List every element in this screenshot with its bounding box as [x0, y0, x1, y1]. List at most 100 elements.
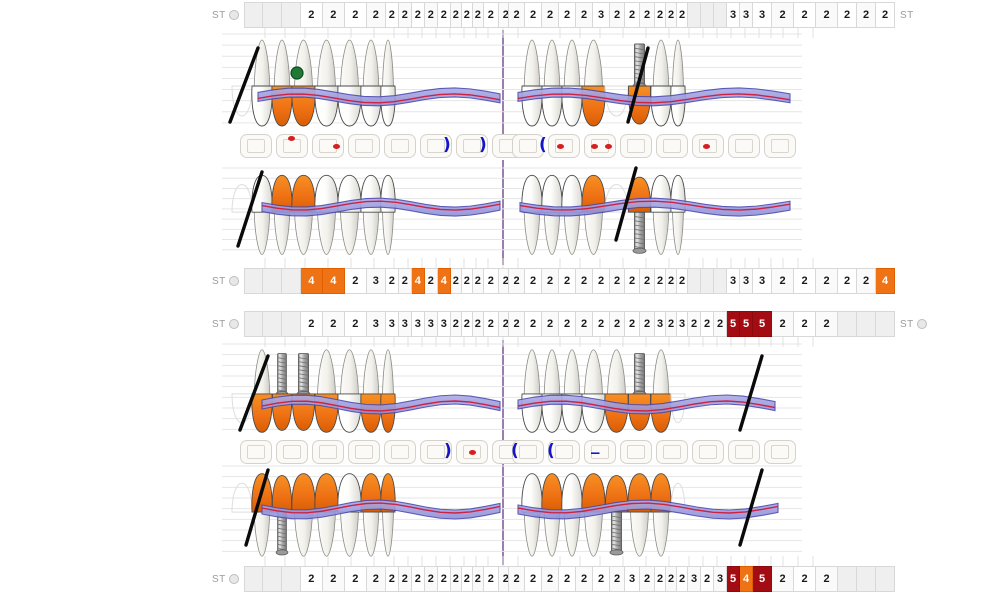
perio-cell[interactable]: 3 — [740, 2, 753, 28]
perio-cell[interactable] — [262, 2, 282, 28]
perio-cell[interactable]: 2 — [593, 268, 610, 294]
perio-cell[interactable]: 4 — [876, 268, 895, 294]
perio-cell[interactable]: 2 — [666, 2, 677, 28]
perio-cell[interactable]: 2 — [677, 268, 688, 294]
perio-cell[interactable]: 2 — [772, 268, 794, 294]
occlusal-tooth[interactable] — [656, 440, 688, 464]
occlusal-tooth[interactable] — [620, 134, 652, 158]
perio-cell[interactable] — [688, 268, 701, 294]
perio-cell[interactable]: 2 — [300, 2, 323, 28]
perio-cell[interactable]: 2 — [437, 2, 451, 28]
perio-cell[interactable]: 2 — [701, 311, 714, 337]
perio-cell[interactable]: 5 — [727, 311, 740, 337]
perio-cell[interactable]: 2 — [483, 268, 499, 294]
perio-cell[interactable]: 2 — [876, 2, 895, 28]
perio-cell[interactable]: 2 — [625, 311, 640, 337]
perio-cell[interactable]: 2 — [677, 566, 688, 592]
occlusal-tooth[interactable] — [584, 134, 616, 158]
occlusal-tooth[interactable] — [548, 134, 580, 158]
perio-cell[interactable]: 2 — [714, 311, 727, 337]
perio-cell[interactable]: 3 — [625, 566, 640, 592]
perio-cell[interactable] — [243, 268, 263, 294]
perio-cell[interactable]: 2 — [322, 566, 345, 592]
perio-cell[interactable] — [857, 566, 876, 592]
perio-cell[interactable]: 3 — [366, 311, 386, 337]
tooth-panel-upper-palatal-left[interactable] — [504, 163, 794, 263]
perio-cell[interactable]: 2 — [816, 268, 838, 294]
perio-cell[interactable]: 2 — [508, 566, 525, 592]
perio-cell[interactable]: 2 — [559, 566, 576, 592]
perio-cell[interactable]: 2 — [559, 2, 576, 28]
perio-cell[interactable]: 2 — [838, 2, 857, 28]
perio-cell[interactable] — [262, 311, 282, 337]
perio-cell[interactable]: 2 — [666, 268, 677, 294]
gear-icon[interactable] — [228, 276, 239, 286]
perio-cell[interactable]: 2 — [772, 311, 794, 337]
perio-cell[interactable]: 2 — [461, 2, 473, 28]
perio-cell[interactable] — [876, 566, 895, 592]
perio-cell[interactable]: 2 — [300, 311, 323, 337]
occlusal-tooth[interactable]: ) — [456, 134, 488, 158]
perio-cell[interactable]: 2 — [610, 311, 625, 337]
perio-cell[interactable]: 2 — [610, 566, 625, 592]
occlusal-tooth[interactable]: ( — [511, 440, 544, 464]
perio-cell[interactable]: 2 — [576, 566, 593, 592]
perio-cell[interactable]: 2 — [640, 311, 655, 337]
perio-cell[interactable]: 2 — [688, 311, 701, 337]
perio-cell[interactable]: 2 — [816, 311, 838, 337]
perio-cell[interactable]: 2 — [576, 268, 593, 294]
perio-cell[interactable]: 2 — [772, 566, 794, 592]
perio-cell[interactable]: 2 — [542, 2, 559, 28]
perio-cell[interactable]: 3 — [740, 268, 753, 294]
perio-cell[interactable] — [857, 311, 876, 337]
perio-cell[interactable]: 2 — [525, 311, 542, 337]
perio-cell[interactable]: 3 — [714, 566, 727, 592]
perio-cell[interactable]: 2 — [322, 311, 345, 337]
tooth-panel-lower-buccal-right[interactable] — [212, 458, 502, 563]
perio-cell[interactable]: 2 — [640, 566, 655, 592]
perio-cell[interactable]: 2 — [398, 2, 412, 28]
occlusal-tooth[interactable]: _ — [584, 437, 616, 464]
tooth-panel-lower-buccal-left[interactable] — [504, 458, 794, 563]
occlusal-tooth[interactable] — [692, 134, 724, 158]
perio-cell[interactable]: 2 — [424, 566, 438, 592]
perio-cell[interactable]: 2 — [508, 2, 525, 28]
perio-cell[interactable]: 2 — [610, 268, 625, 294]
perio-cell[interactable]: 2 — [366, 2, 386, 28]
perio-cell[interactable]: 3 — [398, 311, 412, 337]
perio-cell[interactable]: 2 — [411, 566, 425, 592]
perio-cell[interactable] — [701, 2, 714, 28]
occlusal-tooth[interactable] — [384, 440, 416, 464]
perio-cell[interactable]: 2 — [701, 566, 714, 592]
perio-cell[interactable]: 3 — [688, 566, 701, 592]
occlusal-tooth[interactable] — [312, 440, 344, 464]
occlusal-tooth[interactable]: ( — [547, 440, 580, 464]
perio-cell[interactable]: 2 — [300, 566, 323, 592]
perio-cell[interactable]: 2 — [816, 566, 838, 592]
perio-cell[interactable]: 5 — [753, 311, 772, 337]
perio-cell[interactable] — [714, 268, 727, 294]
perio-cell[interactable]: 2 — [450, 2, 462, 28]
gear-icon[interactable] — [916, 319, 927, 329]
occlusal-tooth[interactable] — [456, 440, 488, 464]
perio-cell[interactable] — [243, 2, 263, 28]
perio-cell[interactable]: 2 — [366, 566, 386, 592]
perio-cell[interactable]: 5 — [727, 566, 740, 592]
perio-cell[interactable]: 5 — [753, 566, 772, 592]
perio-cell[interactable] — [243, 566, 263, 592]
perio-cell[interactable]: 2 — [483, 566, 499, 592]
perio-cell[interactable]: 2 — [640, 2, 655, 28]
perio-cell[interactable]: 2 — [794, 311, 816, 337]
tooth-panel-lower-lingual-left[interactable] — [504, 338, 794, 440]
perio-cell[interactable]: 3 — [593, 2, 610, 28]
perio-cell[interactable]: 3 — [753, 268, 772, 294]
perio-cell[interactable] — [243, 311, 263, 337]
perio-cell[interactable]: 2 — [508, 268, 525, 294]
perio-cell[interactable]: 2 — [838, 268, 857, 294]
perio-cell[interactable]: 3 — [753, 2, 772, 28]
perio-cell[interactable]: 2 — [424, 268, 438, 294]
perio-cell[interactable]: 2 — [450, 268, 462, 294]
